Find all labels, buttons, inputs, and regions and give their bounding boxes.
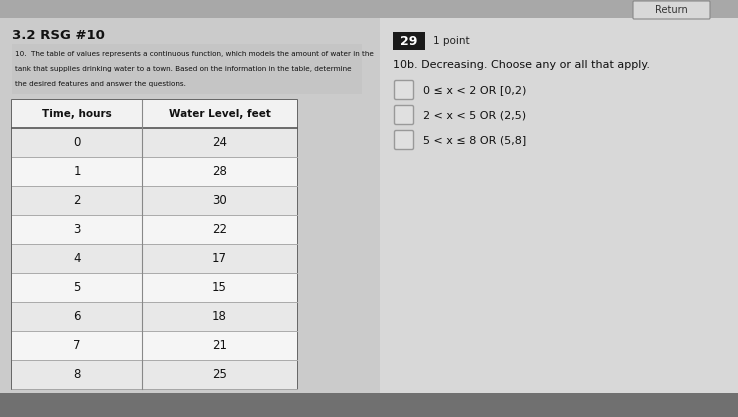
Text: 1: 1 [73,165,80,178]
Bar [12,186,297,215]
Bar [12,331,297,360]
Text: 24: 24 [212,136,227,149]
Text: 5 < x ≤ 8 OR (5,8]: 5 < x ≤ 8 OR (5,8] [423,135,526,145]
Text: 1 point: 1 point [433,36,469,46]
Bar [12,273,297,302]
Bar [12,360,297,389]
Text: 3: 3 [73,223,80,236]
Bar [12,302,297,331]
Text: 30: 30 [212,194,227,207]
Text: 0 ≤ x < 2 OR [0,2): 0 ≤ x < 2 OR [0,2) [423,85,526,95]
FancyBboxPatch shape [395,131,413,150]
Text: 6: 6 [73,310,80,323]
Text: 7: 7 [73,339,80,352]
Text: 18: 18 [212,310,227,323]
Text: 3.2 RSG #10: 3.2 RSG #10 [12,28,105,42]
Text: 0: 0 [73,136,80,149]
Text: 5: 5 [73,281,80,294]
Text: 25: 25 [212,368,227,381]
Text: Time, hours: Time, hours [42,109,112,119]
Bar [0,18,380,393]
FancyBboxPatch shape [395,106,413,125]
Text: Water Level, feet: Water Level, feet [168,109,270,119]
Text: the desired features and answer the questions.: the desired features and answer the ques… [15,81,186,87]
Bar [0,0,738,18]
Text: 4: 4 [73,252,80,265]
Text: 28: 28 [212,165,227,178]
Bar [12,215,297,244]
Bar [12,128,297,157]
Text: 29: 29 [400,35,418,48]
Bar [12,44,362,94]
Bar [12,157,297,186]
Bar [12,244,297,273]
Text: tank that supplies drinking water to a town. Based on the information in the tab: tank that supplies drinking water to a t… [15,66,351,72]
FancyBboxPatch shape [395,80,413,100]
Bar [393,32,425,50]
Bar [0,18,738,393]
Text: 10.  The table of values represents a continuous function, which models the amou: 10. The table of values represents a con… [15,51,374,57]
Bar [380,18,738,393]
Bar [0,393,738,417]
Bar [12,100,297,128]
Text: Return: Return [655,5,687,15]
Text: 2 < x < 5 OR (2,5): 2 < x < 5 OR (2,5) [423,110,526,120]
Text: 10b. Decreasing. Choose any or all that apply.: 10b. Decreasing. Choose any or all that … [393,60,650,70]
Text: 8: 8 [73,368,80,381]
Bar [12,100,297,389]
Text: 21: 21 [212,339,227,352]
Text: 22: 22 [212,223,227,236]
Text: 15: 15 [212,281,227,294]
Text: 17: 17 [212,252,227,265]
Text: 2: 2 [73,194,80,207]
FancyBboxPatch shape [633,1,710,19]
